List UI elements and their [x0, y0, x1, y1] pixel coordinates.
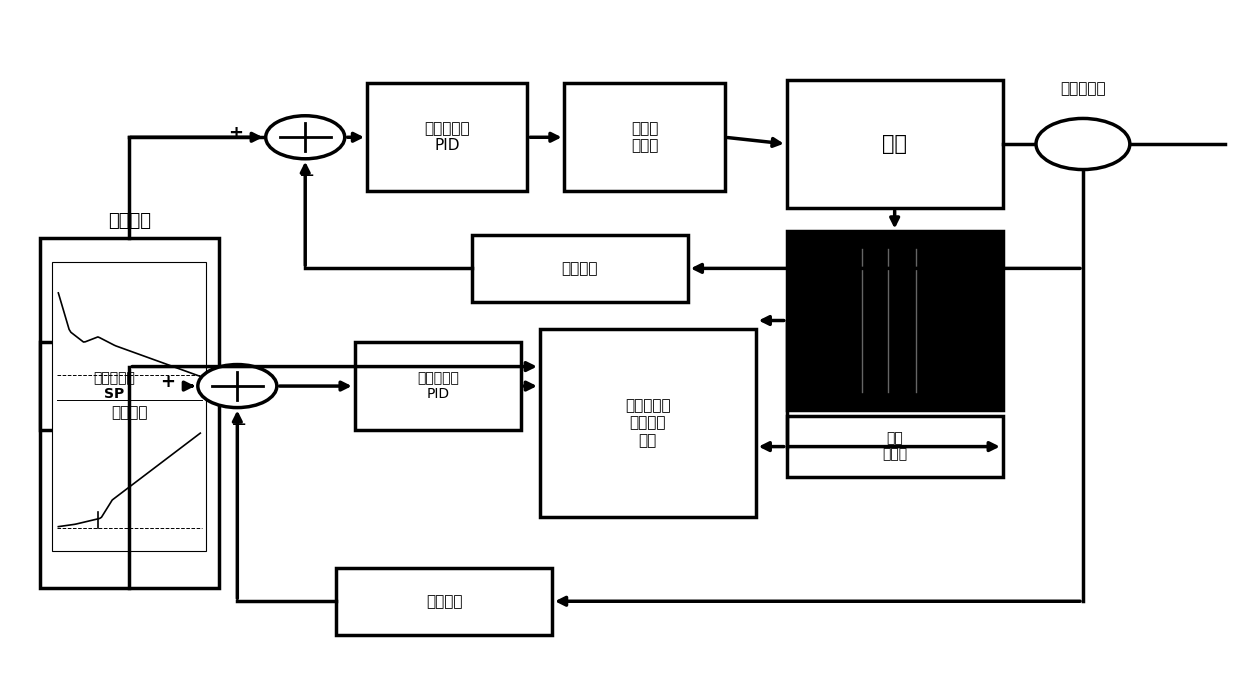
- Bar: [336, 567, 552, 635]
- Text: +: +: [161, 373, 176, 391]
- Text: 电流反馈: 电流反馈: [562, 261, 598, 276]
- Bar: [786, 231, 1003, 410]
- Circle shape: [198, 365, 277, 407]
- Bar: [472, 235, 688, 302]
- Text: −: −: [231, 415, 248, 434]
- Text: 电流互感器: 电流互感器: [1060, 81, 1106, 96]
- Text: 测量曲线: 测量曲线: [112, 405, 148, 420]
- Text: 硅棒: 硅棒: [882, 134, 908, 154]
- Bar: [355, 342, 521, 430]
- Bar: [40, 238, 218, 588]
- Text: 硅棒
生长率: 硅棒 生长率: [882, 431, 908, 462]
- Bar: [539, 329, 756, 517]
- Bar: [786, 80, 1003, 208]
- Text: 温度反馈: 温度反馈: [425, 594, 463, 609]
- Bar: [367, 83, 527, 191]
- Circle shape: [1035, 119, 1130, 170]
- Bar: [52, 262, 207, 551]
- Text: 温度控制器
PID: 温度控制器 PID: [417, 371, 459, 401]
- Text: 测量曲线: 测量曲线: [108, 212, 151, 231]
- Text: 电流设定值
计算判定
单元: 电流设定值 计算判定 单元: [625, 398, 671, 448]
- Text: +: +: [228, 124, 243, 142]
- Text: 温度设定值
SP: 温度设定值 SP: [93, 371, 135, 401]
- Text: −: −: [299, 166, 315, 185]
- Text: 可控硅
调功器: 可控硅 调功器: [631, 121, 658, 153]
- Bar: [786, 416, 1003, 477]
- Circle shape: [265, 116, 345, 159]
- Text: 电流控制器
PID: 电流控制器 PID: [424, 121, 470, 153]
- Bar: [564, 83, 725, 191]
- Bar: [40, 342, 188, 430]
